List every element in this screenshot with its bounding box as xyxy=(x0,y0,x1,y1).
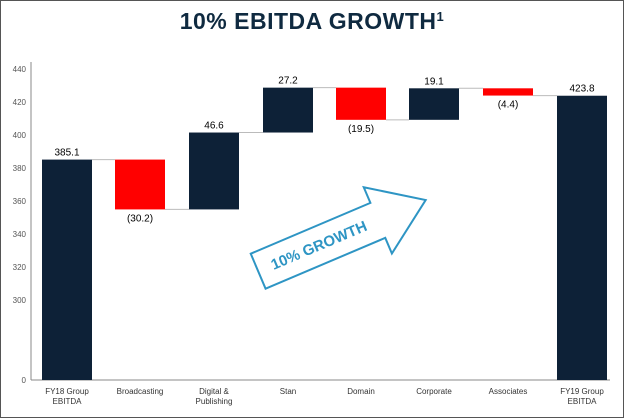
bar-break-segment xyxy=(42,300,92,380)
category-label: Broadcasting xyxy=(117,387,164,396)
category-label: Digital & xyxy=(199,387,229,396)
value-label: (4.4) xyxy=(498,100,519,111)
y-tick-label: 400 xyxy=(13,131,27,140)
category-label: Corporate xyxy=(416,387,452,396)
bar-domain xyxy=(336,87,386,120)
category-label: EBITDA xyxy=(53,397,83,406)
bar-break-segment xyxy=(557,300,607,380)
value-label: 46.6 xyxy=(204,121,224,132)
bar-associates xyxy=(483,88,533,96)
value-label: (30.2) xyxy=(127,213,153,224)
y-tick-label: 420 xyxy=(13,98,27,107)
connectors-group xyxy=(92,87,557,210)
y-tick-label: 320 xyxy=(13,263,27,272)
bar-corporate xyxy=(409,88,459,120)
y-tick-label: 380 xyxy=(13,164,27,173)
bar-broadcasting xyxy=(115,159,165,210)
category-label: FY19 Group xyxy=(560,387,604,396)
category-label: EBITDA xyxy=(568,397,598,406)
y-tick-label: 0 xyxy=(22,376,27,385)
category-label: Associates xyxy=(489,387,528,396)
bar-stan xyxy=(263,87,313,133)
y-tick-label: 440 xyxy=(13,65,27,74)
value-label: 385.1 xyxy=(54,148,79,159)
chart-title: 10% EBITDA GROWTH1 xyxy=(179,8,445,34)
category-label: Domain xyxy=(347,387,375,396)
growth-arrow-shape xyxy=(249,185,428,290)
category-label: Publishing xyxy=(196,397,233,406)
growth-arrow: 10% GROWTH xyxy=(249,185,428,290)
bars-group xyxy=(42,87,607,380)
title-footnote-marker: 1 xyxy=(436,9,445,24)
y-tick-label: 300 xyxy=(13,296,27,305)
value-label: (19.5) xyxy=(348,124,374,135)
value-label: 27.2 xyxy=(278,76,298,87)
category-label: Stan xyxy=(280,387,296,396)
y-axis: 0 300 320 340 360 380 400 420 440 xyxy=(13,62,610,385)
value-label: 423.8 xyxy=(569,84,594,95)
category-label: FY18 Group xyxy=(45,387,89,396)
y-tick-label: 360 xyxy=(13,197,27,206)
bar-digital-publishing xyxy=(189,132,239,210)
value-labels-group: 385.1 (30.2) 46.6 27.2 (19.5) 19.1 (4.4) 423.8 xyxy=(54,76,594,225)
y-tick-label: 340 xyxy=(13,230,27,239)
value-label: 19.1 xyxy=(424,76,444,87)
